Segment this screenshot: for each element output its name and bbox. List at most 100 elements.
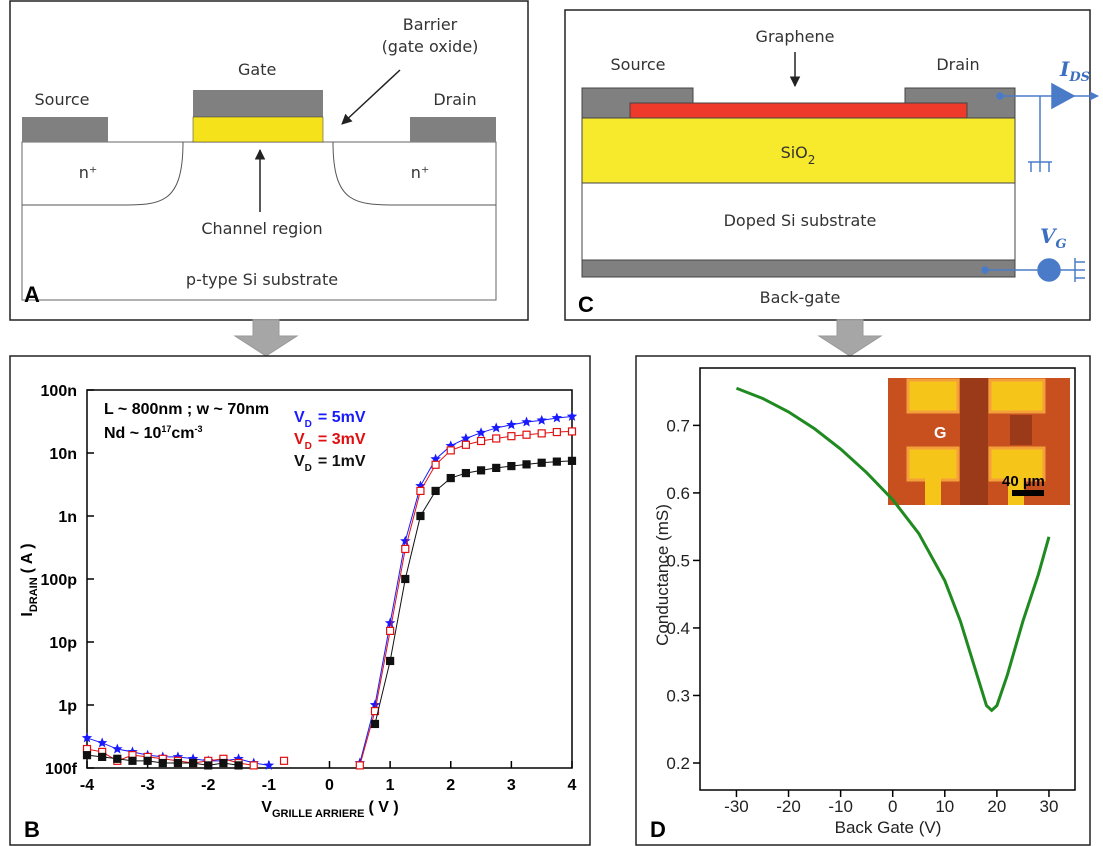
data-point xyxy=(219,758,228,768)
label-part: V xyxy=(261,799,272,816)
x-tick-label: 0 xyxy=(325,777,334,794)
inset-image xyxy=(888,378,1070,505)
data-point xyxy=(386,626,395,636)
panel-c: Graphene Source Drain SiO2 Doped Si subs… xyxy=(564,9,1099,321)
data-point xyxy=(143,756,152,765)
panel-label: C xyxy=(578,292,594,317)
label: n⁺ xyxy=(79,163,98,182)
label: Drain xyxy=(433,90,476,109)
x-tick-label: -30 xyxy=(724,797,749,816)
data-point xyxy=(461,468,471,478)
gate-contact xyxy=(193,90,323,117)
legend-part: V xyxy=(294,453,305,470)
data-point xyxy=(128,756,137,765)
x-tick-label: 2 xyxy=(446,777,455,794)
data-point xyxy=(567,456,577,465)
data-point xyxy=(492,434,501,443)
data-point xyxy=(552,427,561,437)
y-tick-label: 0.6 xyxy=(666,484,690,503)
y-tick-label: 10n xyxy=(49,446,77,463)
data-point xyxy=(370,719,380,729)
inset-pad xyxy=(906,446,960,482)
legend-part: V xyxy=(294,409,305,426)
data-point xyxy=(490,422,502,433)
legend-part: = 5mV xyxy=(318,409,366,426)
legend-entry: VD = 1mV xyxy=(294,453,366,474)
y-axis-label: Conductance (mS) xyxy=(653,504,672,646)
voltage-label: VG xyxy=(1040,224,1067,252)
label: Doped Si substrate xyxy=(724,211,877,230)
gate-oxide xyxy=(192,116,324,143)
inset-pad xyxy=(988,378,1046,414)
label: Source xyxy=(611,55,666,74)
x-tick-label: -10 xyxy=(828,797,853,816)
label-part: V xyxy=(1040,224,1058,248)
label: n⁺ xyxy=(411,163,430,182)
x-axis-label: Back Gate (V) xyxy=(835,818,942,837)
data-point xyxy=(446,446,455,455)
label-sub: DS xyxy=(1068,70,1090,85)
x-tick-label: -20 xyxy=(776,797,801,816)
annotation-part: cm xyxy=(171,425,194,442)
circuit xyxy=(981,82,1099,282)
label: p-type Si substrate xyxy=(186,270,338,289)
data-point xyxy=(112,743,123,754)
n-region-border xyxy=(22,141,496,206)
y-axis-label: IDRAIN ( A ) xyxy=(19,543,40,616)
data-point xyxy=(188,758,198,768)
x-axis-label: VGRILLE ARRIERE( V ) xyxy=(261,799,398,820)
label: Graphene xyxy=(756,27,835,46)
y-tick-label: 100p xyxy=(41,572,78,589)
data-point xyxy=(172,751,184,762)
data-point xyxy=(384,617,396,628)
y-tick-label: 0.4 xyxy=(666,619,690,638)
data-point xyxy=(522,460,531,469)
inset-region xyxy=(960,378,988,505)
label-part: I xyxy=(1059,57,1070,81)
series-line xyxy=(735,386,1051,713)
legend-sub: D xyxy=(305,441,312,452)
label: Drain xyxy=(936,55,979,74)
panel-label: A xyxy=(24,282,40,307)
y-tick-label: 0.3 xyxy=(666,686,690,705)
panel-b: L ~ 800nm ; w ~ 70nm Nd ~ 1017cm-3 VGRIL… xyxy=(9,355,591,846)
label-part: ( V ) xyxy=(368,799,398,816)
data-point xyxy=(82,751,92,760)
inset-lead xyxy=(925,478,941,505)
legend-sub: D xyxy=(305,419,312,430)
label: Barrier xyxy=(403,15,458,34)
data-point xyxy=(173,758,183,768)
data-point xyxy=(158,758,167,768)
data-point xyxy=(98,752,107,762)
scale-label: 40 µm xyxy=(1002,473,1045,490)
x-tick-label: 3 xyxy=(507,777,516,794)
data-point xyxy=(476,466,486,475)
label: Gate xyxy=(238,60,276,79)
graphene-layer xyxy=(629,102,968,119)
label-part: SiO xyxy=(781,143,808,162)
data-point xyxy=(567,427,577,436)
legend-entry: VD = 5mV xyxy=(294,409,366,430)
data-point xyxy=(506,419,517,430)
label-sub: DRAIN xyxy=(28,577,40,612)
label-part: I xyxy=(19,612,36,616)
legend-entry: VD = 3mV xyxy=(294,431,366,452)
data-point xyxy=(369,699,381,710)
drain-contact xyxy=(410,117,496,142)
x-tick-label: 0 xyxy=(888,797,897,816)
legend-part: V xyxy=(294,431,305,448)
back-gate-layer xyxy=(581,259,1016,278)
data-point xyxy=(461,440,471,449)
substrate-layer xyxy=(581,182,1016,261)
y-tick-label: 0.7 xyxy=(666,416,690,435)
data-point xyxy=(416,511,425,521)
data-point xyxy=(233,753,244,764)
x-tick-label: 1 xyxy=(386,777,395,794)
data-point xyxy=(249,761,258,770)
data-point xyxy=(507,461,516,471)
label: Source xyxy=(35,90,90,109)
data-point xyxy=(96,737,108,748)
down-arrow xyxy=(817,319,883,357)
data-point xyxy=(460,432,472,443)
